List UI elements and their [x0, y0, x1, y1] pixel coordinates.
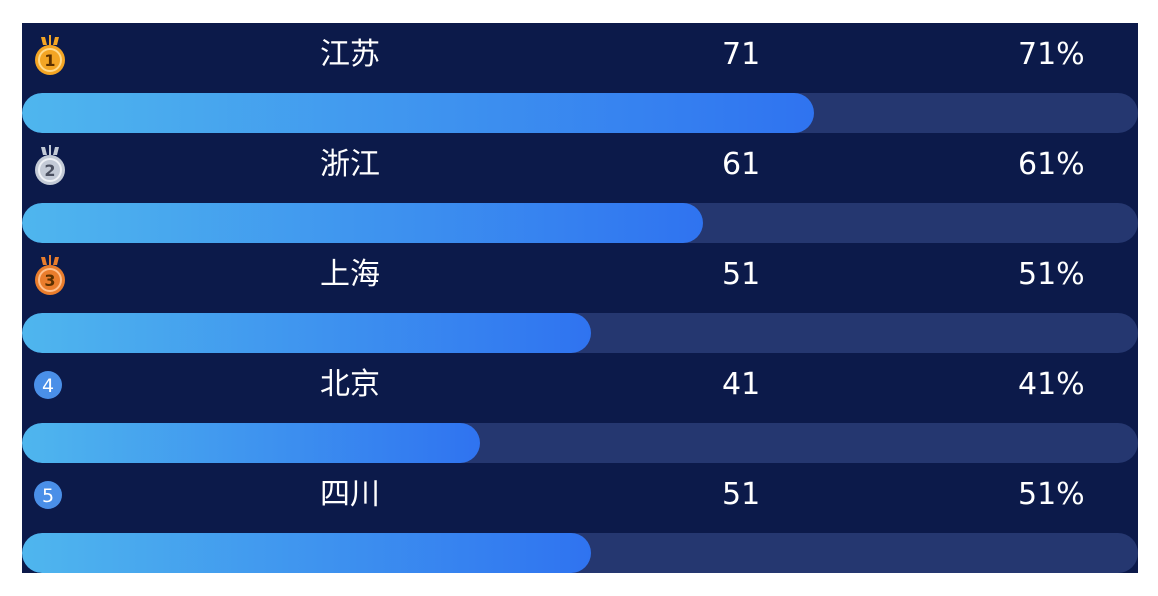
region-name: 浙江	[320, 147, 380, 182]
svg-text:4: 4	[42, 375, 54, 397]
percent-label: 71%	[1018, 37, 1085, 72]
bar-track	[22, 313, 1138, 353]
region-name: 北京	[320, 367, 380, 402]
bar	[22, 93, 814, 133]
bar	[22, 533, 591, 573]
ranking-row: 5 四川 51 51%	[22, 463, 1138, 573]
region-name: 江苏	[320, 37, 380, 72]
rank-badge-icon: 5	[30, 473, 70, 517]
percent-label: 51%	[1018, 257, 1085, 292]
bar	[22, 203, 703, 243]
ranking-row: 1 江苏 71 71%	[22, 23, 1138, 133]
percent-label: 61%	[1018, 147, 1085, 182]
value-label: 71	[722, 37, 761, 72]
bar-track	[22, 93, 1138, 133]
gold-medal-icon: 1	[30, 33, 70, 77]
ranking-row: 2 浙江 61 61%	[22, 133, 1138, 243]
svg-text:5: 5	[42, 485, 54, 507]
bar-track	[22, 533, 1138, 573]
svg-text:2: 2	[44, 161, 55, 180]
bronze-medal-icon: 3	[30, 253, 70, 297]
percent-label: 41%	[1018, 367, 1085, 402]
region-name: 四川	[320, 477, 380, 512]
ranking-row: 3 上海 51 51%	[22, 243, 1138, 353]
bar	[22, 313, 591, 353]
ranking-row: 4 北京 41 41%	[22, 353, 1138, 463]
bar-track	[22, 203, 1138, 243]
rank-badge-icon: 4	[30, 363, 70, 407]
svg-text:1: 1	[44, 51, 55, 70]
region-name: 上海	[320, 257, 380, 292]
bar-track	[22, 423, 1138, 463]
value-label: 51	[722, 257, 761, 292]
ranking-chart: 1 江苏 71 71% 2 浙江 61 61% 3 上海 51 51% 4 北京 41 41% 5 四川 51 51%	[22, 23, 1138, 573]
silver-medal-icon: 2	[30, 143, 70, 187]
value-label: 51	[722, 477, 761, 512]
svg-text:3: 3	[44, 271, 55, 290]
value-label: 41	[722, 367, 761, 402]
value-label: 61	[722, 147, 761, 182]
percent-label: 51%	[1018, 477, 1085, 512]
bar	[22, 423, 480, 463]
